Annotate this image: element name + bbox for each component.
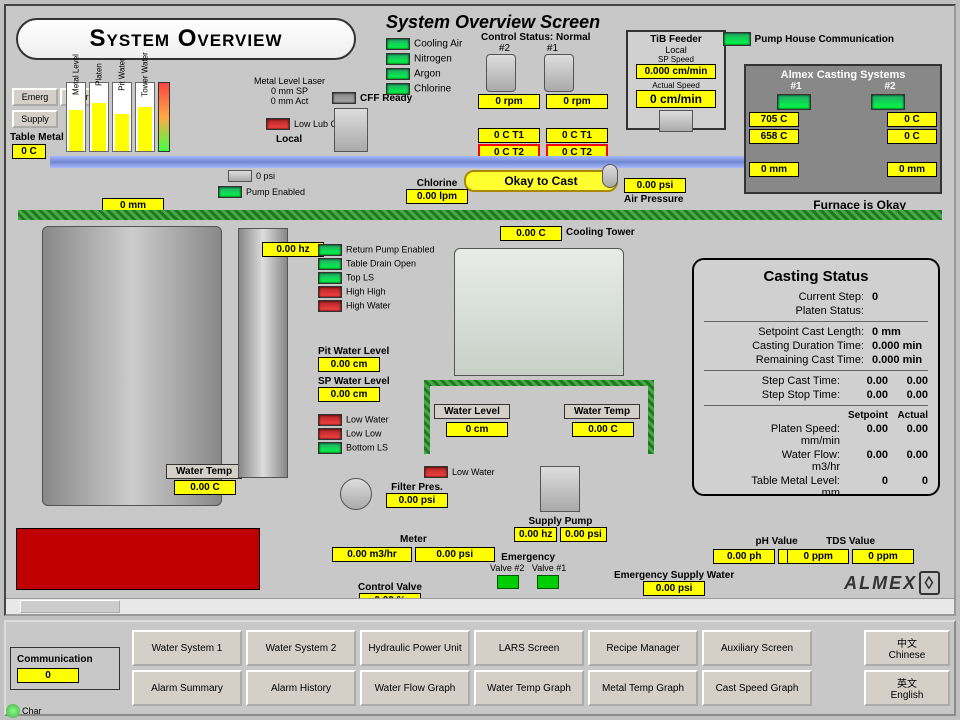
pump-house-comm: Pump House Communication <box>723 32 894 46</box>
nav-lars-screen[interactable]: LARS Screen <box>474 630 584 666</box>
alarm-block <box>16 528 260 590</box>
nav-hydraulic-power[interactable]: Hydraulic Power Unit <box>360 630 470 666</box>
metal-laser: Metal Level Laser 0 mm SP 0 mm Act <box>254 76 325 106</box>
ground-strip <box>18 210 942 220</box>
gas-panel: Cooling Air Nitrogen Argon Chlorine <box>386 38 462 98</box>
local-label: Local <box>276 134 302 145</box>
water-level-value: 0 cm <box>446 422 508 437</box>
nav-water-flow-graph[interactable]: Water Flow Graph <box>360 670 470 706</box>
char-icon[interactable]: Char <box>6 704 42 718</box>
bottom-bar: Communication 0 Water System 1 Water Sys… <box>4 620 956 716</box>
nav-water-system-1[interactable]: Water System 1 <box>132 630 242 666</box>
psi-indicator: 0 psi <box>228 170 275 182</box>
motor-2 <box>486 54 516 92</box>
supply-button[interactable]: Supply <box>12 110 58 128</box>
cff-device <box>334 108 368 152</box>
nav-recipe-manager[interactable]: Recipe Manager <box>588 630 698 666</box>
low-list: Low Water Low Low Bottom LS <box>318 414 389 454</box>
cooling-tower-value: 0.00 C <box>500 226 562 241</box>
motor-1 <box>544 54 574 92</box>
hz-value: 0.00 hz <box>262 242 324 257</box>
rpm-1: 0 rpm <box>546 94 608 109</box>
nav-alarm-history[interactable]: Alarm History <box>246 670 356 706</box>
nav-metal-temp-graph[interactable]: Metal Temp Graph <box>588 670 698 706</box>
water-temp2-label: Water Temp <box>564 404 640 419</box>
title-banner: System Overview <box>16 18 356 60</box>
meter: Meter 0.00 m3/hr 0.00 psi <box>332 534 495 562</box>
bar-gauges: Metal Level Platen Pit Water Tower Water <box>66 82 170 152</box>
lang-english-button[interactable]: 英文English <box>864 670 950 706</box>
air-pressure-value: 0.00 psi <box>624 178 686 193</box>
t1-1: 0 C T1 <box>546 128 608 143</box>
air-gauge <box>602 164 618 188</box>
almex-casting-box: Almex Casting Systems #1#2 705 C 0 C 658… <box>744 64 942 194</box>
nav-auxiliary-screen[interactable]: Auxiliary Screen <box>702 630 812 666</box>
cooling-tower-label: Cooling Tower <box>566 227 635 238</box>
main-pipe <box>50 156 828 168</box>
pit-water: Pit Water Level 0.00 cm SP Water Level 0… <box>318 346 390 402</box>
air-pressure-label: Air Pressure <box>624 194 683 205</box>
cooling-tower <box>454 248 624 376</box>
table-metal-label: Table Metal <box>10 132 64 143</box>
emergency-supply-water: Emergency Supply Water 0.00 psi <box>614 570 734 596</box>
communication-box: Communication 0 <box>10 647 120 690</box>
filter-pres: Filter Pres. 0.00 psi <box>386 482 448 508</box>
supply-pump: Supply Pump 0.00 hz 0.00 psi <box>514 516 607 542</box>
tib-feeder-box: TiB Feeder Local SP Speed 0.000 cm/min A… <box>626 30 726 130</box>
water-temp2-value: 0.00 C <box>572 422 634 437</box>
rpm-2: 0 rpm <box>478 94 540 109</box>
nav-cast-speed-graph[interactable]: Cast Speed Graph <box>702 670 812 706</box>
emerg-button[interactable]: Emerg <box>12 88 58 106</box>
almex-logo: ALMEX◊ <box>844 573 940 594</box>
lang-chinese-button[interactable]: 中文Chinese <box>864 630 950 666</box>
table-metal-value: 0 C <box>12 144 46 159</box>
horizontal-scrollbar[interactable] <box>6 598 954 614</box>
water-level-label: Water Level <box>434 404 510 419</box>
nav-water-system-2[interactable]: Water System 2 <box>246 630 356 666</box>
nav-alarm-summary[interactable]: Alarm Summary <box>132 670 242 706</box>
pump-enabled: Pump Enabled <box>218 186 305 198</box>
casting-status-panel: Casting Status Current Step:0 Platen Sta… <box>692 258 940 496</box>
nav-water-temp-graph[interactable]: Water Temp Graph <box>474 670 584 706</box>
chlorine-flow: Chlorine 0.00 lpm <box>406 178 468 204</box>
t1-2: 0 C T1 <box>478 128 540 143</box>
water-temp1-value: 0.00 C <box>174 480 236 495</box>
status-list: Return Pump Enabled Table Drain Open Top… <box>318 244 435 314</box>
water-temp1-label: Water Temp <box>166 464 242 479</box>
tds-box: TDS Value 0 ppm 0 ppm <box>787 536 914 564</box>
low-water2: Low Water <box>424 466 495 478</box>
low-lub-oil: Low Lub Oil <box>266 118 342 130</box>
screen-title: System Overview Screen <box>386 12 600 33</box>
okay-to-cast: Okay to Cast <box>464 170 618 192</box>
control-status: Control Status: Normal #2 #1 <box>481 32 590 54</box>
nav-grid: Water System 1 Water System 2 Hydraulic … <box>132 630 812 706</box>
supply-pump-device <box>540 466 580 512</box>
secondary-tank <box>238 228 288 478</box>
emergency-valves: Emergency Valve #2 Valve #1 <box>490 552 566 589</box>
filter-device <box>340 478 372 510</box>
